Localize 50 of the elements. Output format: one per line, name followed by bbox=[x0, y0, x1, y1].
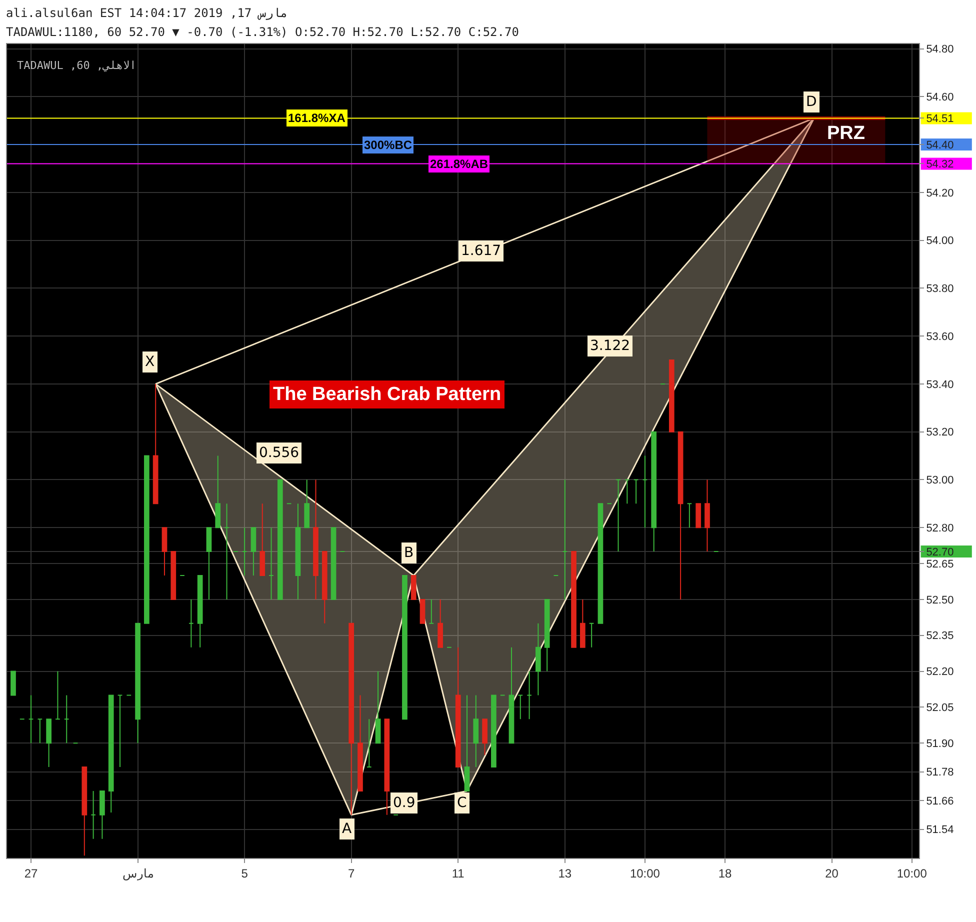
ref-line-label: 261.8%AB bbox=[430, 157, 488, 171]
y-tick-label: 52.50 bbox=[926, 594, 954, 606]
x-tick-label: 5 bbox=[241, 866, 248, 880]
annotation: 0.9 bbox=[393, 795, 416, 811]
ref-line-label: 161.8%XA bbox=[288, 111, 346, 125]
annotation: A bbox=[342, 821, 352, 837]
y-tick-label: 51.66 bbox=[926, 795, 954, 808]
y-tick-label: 54.80 bbox=[926, 44, 954, 56]
x-tick-label: 13 bbox=[558, 866, 572, 880]
ref-line-label: 300%BC bbox=[364, 138, 412, 152]
x-tick-label: 7 bbox=[348, 866, 355, 880]
y-tick-label: 52.80 bbox=[926, 522, 954, 534]
x-tick-label: 27 bbox=[24, 866, 38, 880]
annotation: B bbox=[404, 545, 414, 561]
x-tick-label: مارس bbox=[122, 866, 154, 880]
y-tick-label: 51.90 bbox=[926, 738, 954, 750]
y-tick-label: 54.60 bbox=[926, 92, 954, 104]
y-tick-label: 54.51 bbox=[926, 113, 954, 126]
y-tick-label: 54.00 bbox=[926, 235, 954, 248]
annotation: D bbox=[806, 94, 817, 110]
y-tick-label: 52.70 bbox=[926, 546, 954, 558]
annotation: C bbox=[457, 795, 467, 811]
y-tick-label: 53.00 bbox=[926, 474, 954, 487]
annotation: The Bearish Crab Pattern bbox=[273, 384, 502, 405]
y-tick-label: 53.60 bbox=[926, 330, 954, 343]
annotation: 1.617 bbox=[461, 243, 502, 259]
x-tick-label: 10:00 bbox=[630, 866, 660, 880]
x-tick-label: 18 bbox=[718, 866, 732, 880]
y-tick-label: 53.80 bbox=[926, 283, 954, 296]
annotation: 3.122 bbox=[590, 338, 630, 354]
x-tick-label: 11 bbox=[452, 866, 465, 880]
y-tick-label: 54.20 bbox=[926, 187, 954, 200]
y-tick-label: 51.54 bbox=[926, 824, 954, 836]
y-tick-label: 53.20 bbox=[926, 426, 954, 439]
y-tick-label: 54.40 bbox=[926, 139, 954, 152]
y-tick-label: 51.78 bbox=[926, 766, 954, 779]
y-tick-label: 53.40 bbox=[926, 378, 954, 391]
x-tick-label: 10:00 bbox=[896, 866, 928, 880]
y-tick-label: 52.35 bbox=[926, 630, 954, 642]
y-tick-label: 52.20 bbox=[926, 666, 954, 678]
annotation: X bbox=[145, 354, 155, 370]
annotation: 0.556 bbox=[259, 445, 300, 461]
annotation: TADAWUL ,60 ,الاهلي bbox=[17, 59, 136, 72]
x-tick-label: 20 bbox=[825, 866, 839, 880]
series-label: PRZ bbox=[827, 123, 866, 144]
y-tick-label: 54.32 bbox=[926, 158, 954, 171]
chart-title: ali.alsul6an EST 14:04:17 2019 ,17 مارس bbox=[6, 5, 289, 22]
chart-subtitle: TADAWUL:1180, 60 52.70 ▼ -0.70 (-1.31%) O:52.70 H:52.70 L:52.70 C:52.70 bbox=[6, 24, 519, 41]
y-tick-label: 52.05 bbox=[926, 702, 954, 714]
y-tick-label: 52.65 bbox=[926, 558, 954, 570]
